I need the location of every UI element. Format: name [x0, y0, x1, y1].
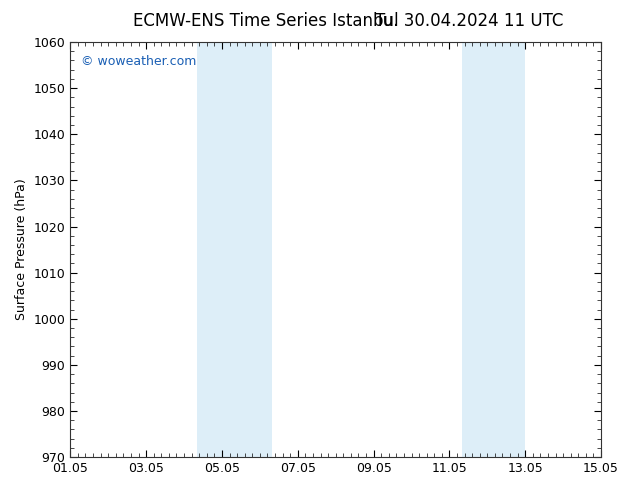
Y-axis label: Surface Pressure (hPa): Surface Pressure (hPa) — [15, 179, 28, 320]
Bar — [197, 42, 273, 457]
Bar — [462, 42, 525, 457]
Text: © woweather.com: © woweather.com — [81, 54, 197, 68]
Text: ECMW-ENS Time Series Istanbul: ECMW-ENS Time Series Istanbul — [134, 12, 399, 30]
Text: Tu. 30.04.2024 11 UTC: Tu. 30.04.2024 11 UTC — [375, 12, 564, 30]
